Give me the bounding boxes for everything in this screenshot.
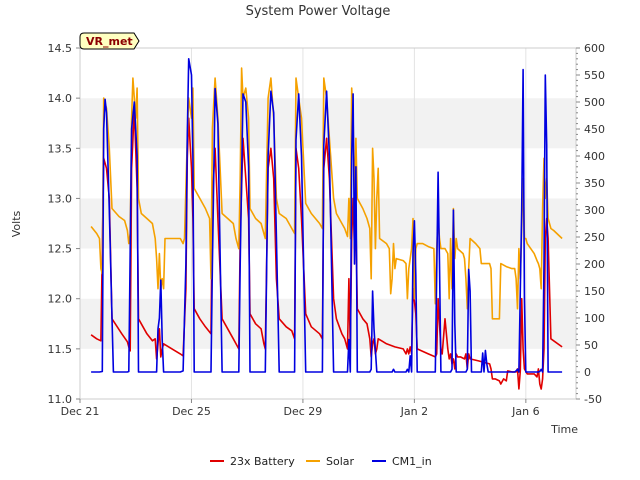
x-tick-label: Dec 25	[172, 405, 211, 418]
x-axis-ticks: Dec 21 Dec 25 Dec 29 Jan 2 Jan 6	[61, 399, 540, 418]
grid-band	[80, 248, 576, 299]
legend: 23x Battery Solar CM1_in	[210, 455, 432, 468]
x-axis-label: Time	[550, 423, 578, 436]
legend-item-cm1-in: CM1_in	[372, 455, 432, 468]
legend-item-solar: Solar	[306, 455, 355, 468]
y-tick-label: 12.0	[48, 293, 73, 306]
y2-tick-label: -50	[584, 393, 602, 406]
vr-met-badge: VR_met	[79, 32, 140, 50]
badge-label: VR_met	[86, 35, 133, 48]
series-line-cm1-in	[91, 57, 563, 373]
y2-tick-label: 400	[584, 150, 605, 163]
series-layer	[90, 57, 563, 390]
y-tick-label: 12.5	[48, 243, 73, 256]
y-tick-label: 11.0	[48, 393, 73, 406]
x-tick-label: Jan 2	[400, 405, 428, 418]
y-axis-label: Volts	[10, 210, 23, 237]
grid-band	[80, 348, 576, 399]
chart-title: System Power Voltage	[246, 4, 391, 19]
y-tick-label: 14.0	[48, 92, 73, 105]
legend-label: Solar	[326, 455, 355, 468]
legend-label: 23x Battery	[230, 455, 295, 468]
y2-tick-label: 50	[584, 339, 598, 352]
badge-shape	[79, 32, 140, 50]
y2-tick-label: 150	[584, 285, 605, 298]
y2-axis-ticks: -50 0 50 100 150 200 250 300 350 400 450 500 550 600	[576, 42, 605, 406]
y2-tick-label: 0	[584, 366, 591, 379]
y-axis-ticks: 11.0 11.5 12.0 12.5 13.0 13.5 14.0 14.5	[48, 42, 80, 406]
y2-tick-label: 250	[584, 231, 605, 244]
grid-band	[80, 48, 576, 99]
x-tick-label: Jan 6	[511, 405, 539, 418]
grid-bands	[80, 48, 576, 399]
y-tick-label: 13.0	[48, 192, 73, 205]
y-tick-label: 14.5	[48, 42, 73, 55]
y2-tick-label: 100	[584, 312, 605, 325]
y2-tick-label: 550	[584, 69, 605, 82]
y-tick-label: 13.5	[48, 142, 73, 155]
grid-band	[80, 298, 576, 349]
legend-item-23x-battery: 23x Battery	[210, 455, 295, 468]
y2-tick-label: 450	[584, 123, 605, 136]
grid-band	[80, 198, 576, 249]
y2-tick-label: 300	[584, 204, 605, 217]
y2-tick-label: 350	[584, 177, 605, 190]
y2-tick-label: 200	[584, 258, 605, 271]
plot-frame	[79, 47, 577, 400]
legend-label: CM1_in	[392, 455, 432, 468]
x-tick-label: Dec 21	[61, 405, 100, 418]
y-tick-label: 11.5	[48, 343, 73, 356]
y2-tick-label: 600	[584, 42, 605, 55]
x-tick-label: Dec 29	[284, 405, 323, 418]
y2-tick-label: 500	[584, 96, 605, 109]
